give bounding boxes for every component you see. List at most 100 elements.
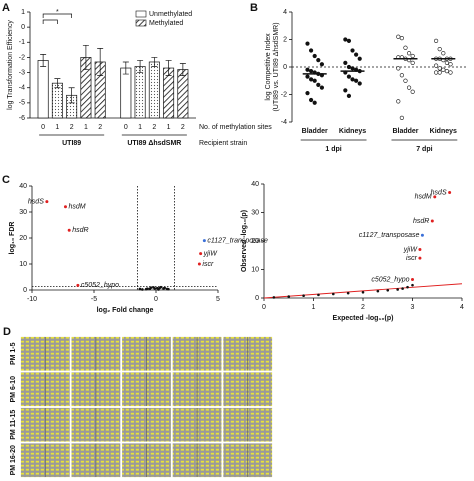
- point-label: hsdM: [415, 194, 432, 201]
- data-point: [354, 52, 359, 57]
- error-bar: [97, 47, 104, 76]
- data-point: [399, 115, 404, 120]
- data-point: [434, 70, 439, 75]
- data-point: [308, 77, 314, 82]
- data-point: [396, 288, 399, 291]
- bar: [148, 61, 160, 119]
- data-point: [434, 63, 439, 68]
- x-tick-label: -10: [27, 296, 37, 303]
- highlight-point: [448, 191, 452, 195]
- y-tick-label: -1: [19, 39, 25, 46]
- data-point: [410, 53, 415, 59]
- data-point: [153, 287, 157, 290]
- data-point: [441, 67, 446, 72]
- row-label: No. of methylation sites: [199, 124, 272, 131]
- y-tick-label: 1: [21, 9, 25, 16]
- error-bar: [82, 44, 89, 70]
- data-point: [396, 34, 401, 39]
- y-axis-label: log Transformation Efficiency: [7, 20, 14, 110]
- y-tick-label: -5: [19, 100, 25, 107]
- y-tick-label: 10: [19, 261, 27, 268]
- data-point: [399, 36, 404, 41]
- highlight-point: [430, 219, 434, 223]
- highlight-point: [420, 233, 424, 237]
- y-axis-label: log Competitive Index: [265, 33, 272, 101]
- data-point: [386, 289, 390, 292]
- error-bar: [68, 87, 75, 104]
- data-point: [346, 93, 352, 98]
- highlight-point: [411, 277, 414, 281]
- data-point: [406, 51, 412, 56]
- x-tick-label: 0: [41, 124, 45, 131]
- x-tick-label: 3: [411, 304, 415, 311]
- point-label: hsdM: [68, 204, 85, 211]
- highlight-point: [418, 256, 422, 260]
- y-tick-label: 20: [251, 238, 259, 245]
- y-tick-label: -2: [281, 91, 287, 98]
- highlight-point: [197, 262, 201, 266]
- x-tick-label: 2: [70, 124, 74, 131]
- y-axis-label: (UTI89 vs. UTI89 ΔhsdSMR): [273, 22, 280, 111]
- data-point: [357, 56, 362, 61]
- y-tick-label: 40: [251, 181, 259, 188]
- data-point: [410, 89, 415, 94]
- point-label: iscr: [406, 255, 418, 262]
- highlight-point: [202, 239, 206, 243]
- data-point: [316, 82, 321, 87]
- data-point: [312, 53, 317, 59]
- error-bar: [54, 78, 61, 89]
- point-label: yjiW: [203, 250, 219, 257]
- bar: [134, 66, 146, 119]
- error-bar: [165, 60, 172, 76]
- point-label: c5052_hypo: [81, 282, 119, 289]
- data-point: [434, 38, 439, 43]
- y-tick-label: 4: [283, 9, 287, 16]
- data-point: [157, 288, 160, 291]
- data-point: [305, 91, 310, 96]
- x-tick-label: 0: [124, 124, 128, 131]
- data-point: [444, 60, 450, 65]
- data-point: [396, 99, 401, 104]
- data-point: [396, 66, 401, 71]
- error-bar: [137, 60, 144, 73]
- x-tick-label: 2: [181, 124, 185, 131]
- y-tick-label: 10: [251, 266, 259, 273]
- data-point: [319, 85, 324, 90]
- data-point: [149, 286, 153, 289]
- y-tick-label: 30: [251, 209, 259, 216]
- data-point: [163, 286, 166, 290]
- y-axis-label: log₁₀ FDR: [9, 222, 16, 255]
- data-point: [317, 293, 320, 297]
- x-tick-label: Kidneys: [430, 128, 457, 135]
- data-point: [319, 62, 324, 67]
- data-point: [350, 48, 355, 53]
- x-tick-label: 2: [152, 124, 156, 131]
- data-point: [354, 78, 359, 83]
- group-label: 7 dpi: [416, 146, 432, 153]
- data-point: [346, 74, 352, 79]
- data-point: [406, 285, 409, 289]
- highlight-point: [433, 195, 437, 199]
- data-point: [361, 291, 365, 294]
- bar: [177, 69, 189, 119]
- x-axis-label: log₂ Fold change: [97, 307, 154, 314]
- data-point: [305, 74, 310, 79]
- y-tick-label: -4: [281, 119, 287, 126]
- error-bar: [122, 61, 129, 75]
- data-point: [401, 287, 404, 290]
- group-label: 1 dpi: [325, 146, 341, 153]
- x-tick-label: -5: [91, 296, 97, 303]
- data-point: [343, 60, 348, 65]
- data-point: [376, 289, 380, 293]
- y-tick-label: -6: [19, 115, 25, 122]
- legend-label: Unmethylated: [149, 11, 192, 18]
- data-point: [343, 37, 348, 42]
- y-tick-label: -2: [19, 54, 25, 61]
- data-point: [346, 38, 352, 43]
- x-tick-label: Kidneys: [339, 128, 366, 135]
- point-label: hsdS: [28, 198, 44, 205]
- legend-label: Methylated: [149, 20, 183, 27]
- bar: [37, 60, 49, 119]
- x-tick-label: 2: [361, 304, 365, 311]
